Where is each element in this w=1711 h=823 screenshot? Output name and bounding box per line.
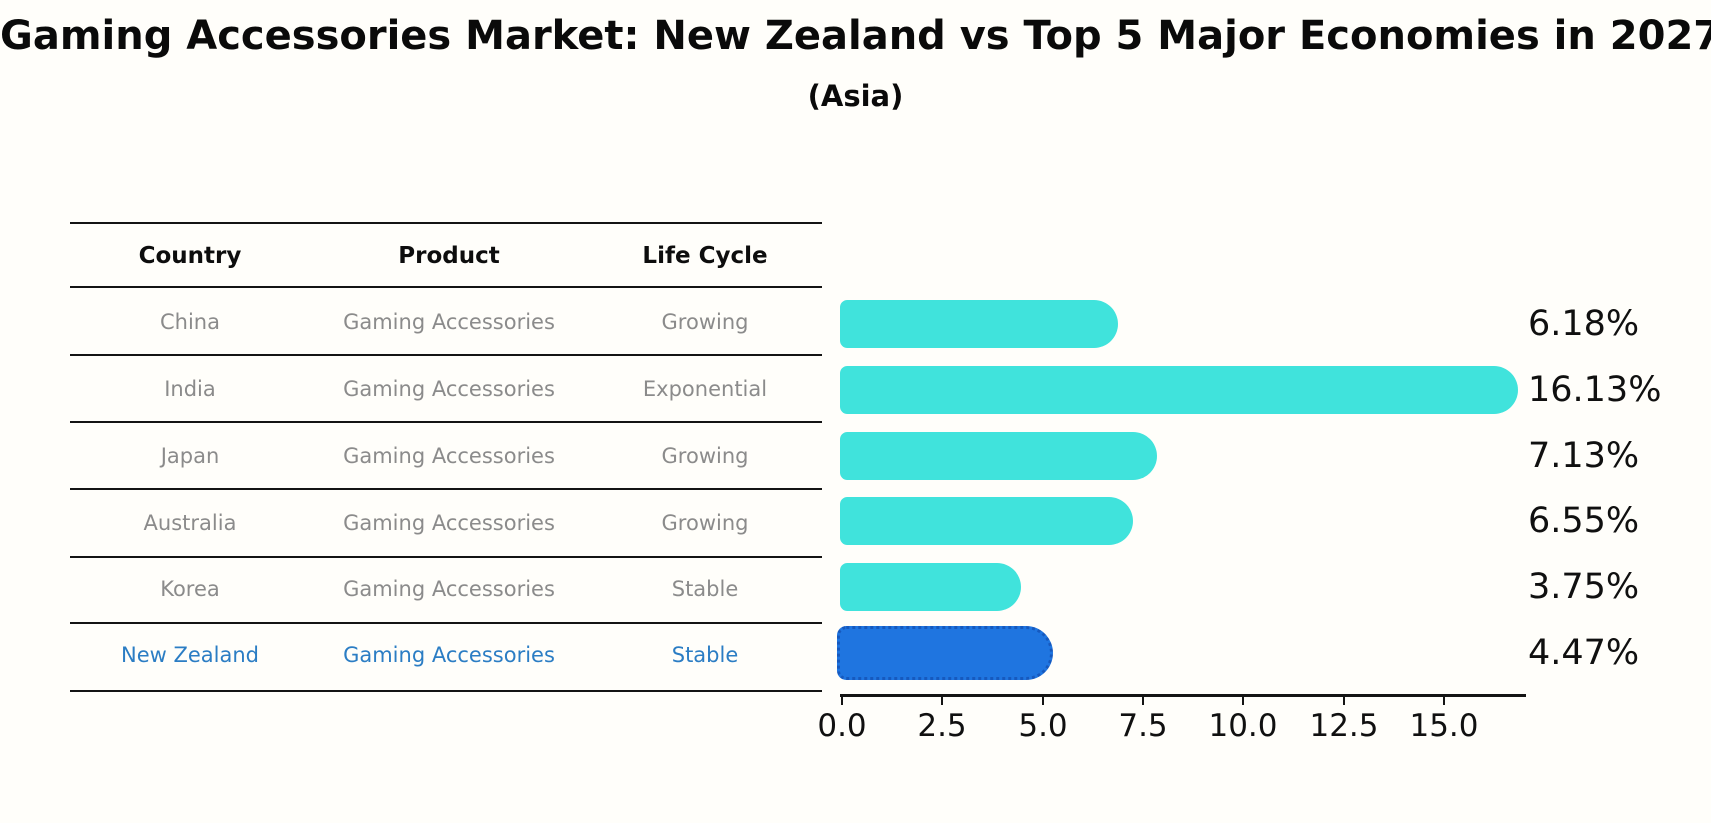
bar-japan xyxy=(840,432,1157,480)
table-cell-country-korea: Korea xyxy=(160,577,220,601)
x-axis-tick xyxy=(1042,696,1044,705)
table-cell-life_cycle-japan: Growing xyxy=(661,444,749,468)
x-axis-tick-label: 0.0 xyxy=(817,708,867,744)
bar-value-label: 6.55% xyxy=(1528,501,1640,541)
table-cell-product-japan: Gaming Accessories xyxy=(343,444,555,468)
chart-subtitle: (Asia) xyxy=(807,79,904,113)
bar-value-label: 6.18% xyxy=(1528,304,1640,344)
bar-china xyxy=(840,300,1118,348)
table-cell-country-china: China xyxy=(160,310,220,334)
table-row-rule xyxy=(70,354,822,356)
x-axis xyxy=(840,694,1526,697)
table-header-product: Product xyxy=(398,243,500,269)
table-cell-country-japan: Japan xyxy=(160,444,220,468)
x-axis-tick xyxy=(841,696,843,705)
x-axis-tick-label: 10.0 xyxy=(1208,708,1278,744)
table-top-rule xyxy=(70,222,822,224)
table-cell-country-australia: Australia xyxy=(143,511,237,535)
bar-value-label: 3.75% xyxy=(1528,567,1640,607)
table-row-rule xyxy=(70,556,822,558)
table-cell-life_cycle-korea: Stable xyxy=(671,577,739,601)
bar-new-zealand xyxy=(837,626,1053,680)
bar-value-label: 4.47% xyxy=(1528,633,1640,673)
table-cell-product-india: Gaming Accessories xyxy=(343,377,555,401)
x-axis-tick xyxy=(1343,696,1345,705)
table-cell-life_cycle-china: Growing xyxy=(661,310,749,334)
table-bottom-rule xyxy=(70,690,822,692)
table-cell-product-new-zealand: Gaming Accessories xyxy=(343,643,555,667)
x-axis-tick-label: 12.5 xyxy=(1309,708,1379,744)
x-axis-tick xyxy=(1242,696,1244,705)
x-axis-tick-label: 15.0 xyxy=(1409,708,1479,744)
x-axis-tick xyxy=(1142,696,1144,705)
x-axis-tick-label: 7.5 xyxy=(1118,708,1168,744)
bar-australia xyxy=(840,497,1133,545)
table-header-life-cycle: Life Cycle xyxy=(642,243,768,269)
table-cell-product-china: Gaming Accessories xyxy=(343,310,555,334)
table-cell-life_cycle-new-zealand: Stable xyxy=(671,643,739,667)
table-row-rule xyxy=(70,488,822,490)
table-cell-country-new-zealand: New Zealand xyxy=(121,643,259,667)
bar-value-label: 16.13% xyxy=(1528,370,1662,410)
table-row-rule xyxy=(70,622,822,624)
x-axis-tick xyxy=(941,696,943,705)
bar-korea xyxy=(840,563,1021,611)
table-header-country: Country xyxy=(138,243,242,269)
bar-value-label: 7.13% xyxy=(1528,436,1640,476)
x-axis-tick-label: 5.0 xyxy=(1018,708,1068,744)
table-cell-product-korea: Gaming Accessories xyxy=(343,577,555,601)
table-row-rule xyxy=(70,421,822,423)
x-axis-tick-label: 2.5 xyxy=(917,708,967,744)
table-cell-life_cycle-australia: Growing xyxy=(661,511,749,535)
table-cell-product-australia: Gaming Accessories xyxy=(343,511,555,535)
table-cell-country-india: India xyxy=(164,377,216,401)
chart-title: Gaming Accessories Market: New Zealand v… xyxy=(0,13,1711,59)
x-axis-tick xyxy=(1443,696,1445,705)
table-cell-life_cycle-india: Exponential xyxy=(642,377,768,401)
bar-india xyxy=(840,366,1518,414)
table-row-rule xyxy=(70,286,822,288)
